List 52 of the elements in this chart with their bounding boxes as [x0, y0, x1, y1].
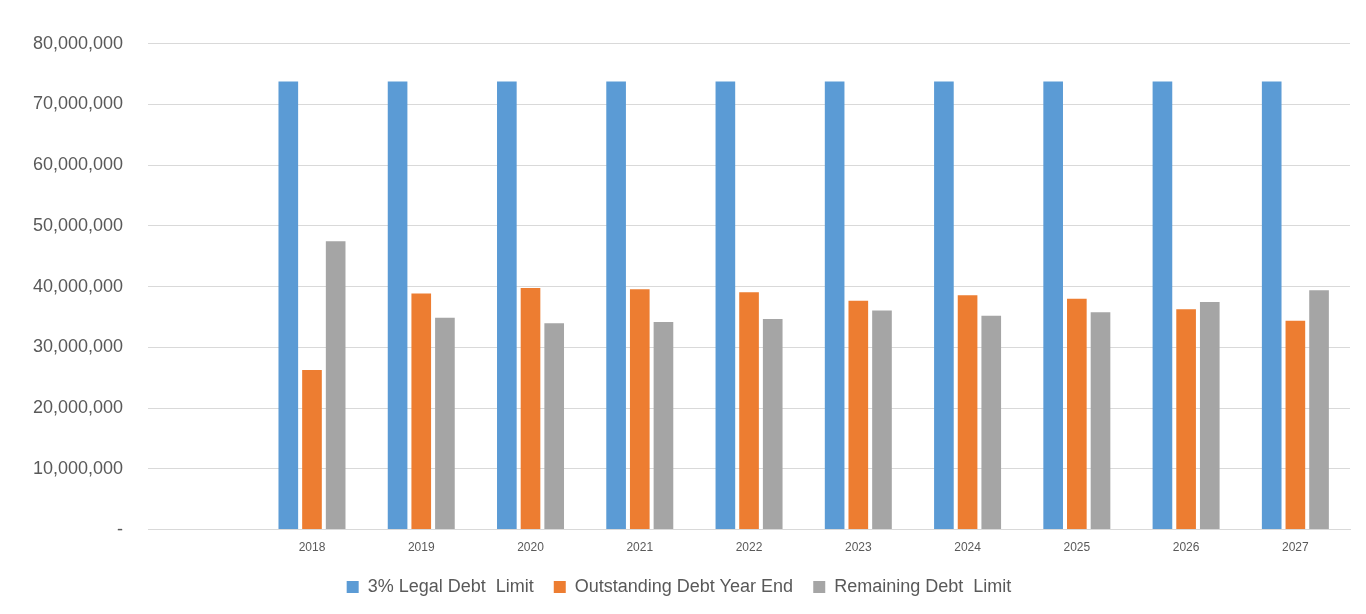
bar [302, 369, 322, 530]
y-tick-label: - [117, 518, 124, 539]
y-tick-label: 60,000,000 [32, 154, 124, 175]
bar [278, 81, 299, 530]
y-tick-label: 70,000,000 [32, 93, 124, 114]
bar [1067, 298, 1087, 530]
y-tick-label: 20,000,000 [32, 397, 124, 418]
x-tick-label: 2020 [517, 540, 545, 555]
bar [872, 310, 892, 530]
bar [520, 287, 541, 530]
bar [762, 318, 783, 530]
bar [387, 81, 408, 530]
legend-label: Outstanding Debt Year End [574, 575, 793, 596]
x-tick-label: 2021 [626, 540, 654, 555]
bar [981, 315, 1002, 530]
bar [435, 317, 455, 530]
x-tick-label: 2025 [1063, 540, 1091, 555]
y-tick-label: 30,000,000 [32, 336, 124, 357]
x-tick-label: 2023 [844, 540, 872, 555]
x-tick-label: 2027 [1282, 540, 1310, 555]
bar [325, 241, 346, 530]
bar [824, 81, 845, 530]
x-tick-label: 2018 [298, 540, 326, 555]
bar [957, 295, 978, 530]
bar [497, 81, 517, 530]
x-tick-label: 2022 [735, 540, 763, 555]
bar [653, 321, 674, 530]
y-tick-label: 40,000,000 [32, 275, 124, 296]
bar [606, 81, 626, 530]
bar [934, 81, 954, 530]
bar [848, 300, 869, 530]
bar [1090, 312, 1111, 530]
bar [1152, 81, 1173, 530]
bar [1261, 81, 1282, 530]
bar [739, 292, 759, 530]
bar [629, 289, 650, 530]
x-tick-label: 2024 [954, 540, 982, 555]
bar [1309, 290, 1329, 530]
y-tick-label: 50,000,000 [32, 214, 124, 235]
bar [544, 323, 565, 530]
y-tick-label: 10,000,000 [32, 457, 124, 478]
legend-label: 3% Legal Debt Limit [367, 575, 534, 596]
bar [411, 293, 432, 530]
bar [1285, 320, 1306, 530]
legend-label: Remaining Debt Limit [834, 575, 1012, 596]
bar [1043, 81, 1063, 530]
y-tick-label: 80,000,000 [32, 32, 124, 53]
bar [1199, 301, 1220, 530]
bar [1176, 309, 1196, 530]
x-tick-label: 2026 [1172, 540, 1200, 555]
bar [715, 81, 736, 530]
x-tick-label: 2019 [407, 540, 435, 555]
